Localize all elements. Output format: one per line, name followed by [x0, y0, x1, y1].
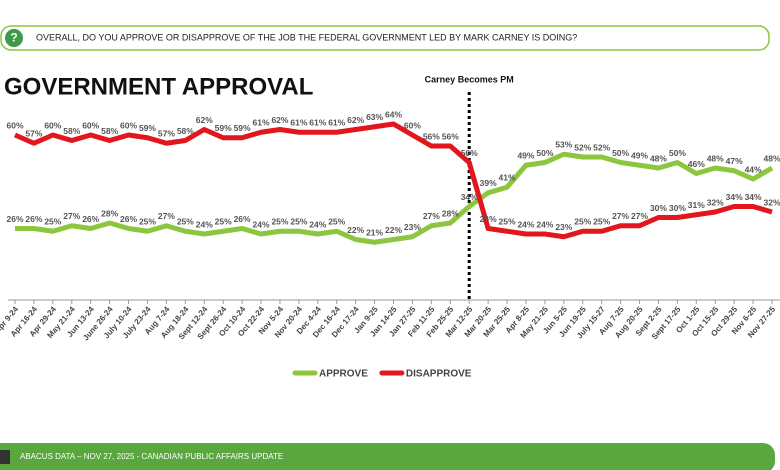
data-label: 23%: [404, 222, 421, 232]
data-label: 24%: [309, 219, 326, 229]
series-line: [15, 151, 774, 245]
data-label: 62%: [347, 115, 364, 125]
data-label: 62%: [271, 115, 288, 125]
data-label: 27%: [631, 211, 648, 221]
data-label: 26%: [234, 214, 251, 224]
data-label: 39%: [480, 178, 497, 188]
data-label: 50%: [669, 148, 686, 158]
data-label: 24%: [253, 219, 270, 229]
data-label: 47%: [726, 156, 743, 166]
data-label: 25%: [271, 217, 288, 227]
data-label: 26%: [82, 214, 99, 224]
data-label: 26%: [480, 214, 497, 224]
data-label: 25%: [215, 217, 232, 227]
data-label: 41%: [499, 173, 516, 183]
data-label: 48%: [707, 153, 724, 163]
data-label: 50%: [536, 148, 553, 158]
data-label: 61%: [309, 118, 326, 128]
question-box: [0, 25, 770, 51]
data-label: 61%: [328, 118, 345, 128]
footer-text: ABACUS DATA – NOV 27, 2025 - CANADIAN PU…: [20, 452, 283, 461]
footer-logo: [0, 450, 10, 464]
data-label: 44%: [745, 164, 762, 174]
data-label: 25%: [177, 217, 194, 227]
data-label: 59%: [215, 123, 232, 133]
data-label: 63%: [366, 112, 383, 122]
data-label: 21%: [366, 228, 383, 238]
data-label: 32%: [763, 197, 780, 207]
data-label: 28%: [101, 208, 118, 218]
data-label: 60%: [44, 120, 61, 130]
data-label: 25%: [290, 217, 307, 227]
data-label: 31%: [688, 200, 705, 210]
data-label: 24%: [196, 219, 213, 229]
data-label: 48%: [650, 153, 667, 163]
data-label: 28%: [442, 208, 459, 218]
data-label: 57%: [25, 129, 42, 139]
series-line: [14, 121, 773, 240]
data-label: 34%: [726, 192, 743, 202]
question-icon: [5, 29, 23, 47]
data-label: 49%: [631, 151, 648, 161]
data-label: 59%: [139, 123, 156, 133]
data-label: 56%: [423, 131, 440, 141]
data-label: 27%: [423, 211, 440, 221]
data-label: 34%: [745, 192, 762, 202]
data-label: 26%: [6, 214, 23, 224]
data-label: 50%: [461, 148, 478, 158]
data-label: 24%: [536, 219, 553, 229]
data-label: 22%: [385, 225, 402, 235]
data-label: 30%: [650, 203, 667, 213]
data-label: 25%: [328, 217, 345, 227]
data-label: 60%: [404, 120, 421, 130]
data-label: 53%: [555, 140, 572, 150]
data-label: 52%: [574, 142, 591, 152]
chart-title: GOVERNMENT APPROVAL: [4, 73, 313, 100]
data-label: 58%: [101, 126, 118, 136]
footer-bar: [0, 443, 775, 470]
data-label: 25%: [139, 217, 156, 227]
annotation-text: Carney Becomes PM: [425, 74, 514, 84]
data-label: 34%: [461, 192, 478, 202]
data-label: 27%: [612, 211, 629, 221]
data-label: 23%: [555, 222, 572, 232]
data-label: 57%: [158, 129, 175, 139]
data-label: 58%: [63, 126, 80, 136]
data-label: 61%: [290, 118, 307, 128]
data-label: 60%: [82, 120, 99, 130]
data-label: 60%: [120, 120, 137, 130]
data-label: 25%: [574, 217, 591, 227]
question-text: OVERALL, DO YOU APPROVE OR DISAPPROVE OF…: [36, 32, 577, 42]
legend-label: DISAPPROVE: [406, 369, 472, 380]
legend-label: APPROVE: [319, 369, 368, 380]
data-label: 50%: [612, 148, 629, 158]
data-label: 62%: [196, 115, 213, 125]
data-label: 58%: [177, 126, 194, 136]
data-label: 59%: [234, 123, 251, 133]
question-icon-mark: ?: [10, 31, 17, 45]
data-label: 56%: [442, 131, 459, 141]
data-label: 26%: [120, 214, 137, 224]
data-label: 27%: [158, 211, 175, 221]
data-label: 22%: [347, 225, 364, 235]
data-label: 64%: [385, 109, 402, 119]
data-label: 30%: [669, 203, 686, 213]
data-label: 25%: [44, 217, 61, 227]
data-label: 27%: [63, 211, 80, 221]
data-label: 32%: [707, 197, 724, 207]
data-label: 26%: [25, 214, 42, 224]
data-label: 52%: [593, 142, 610, 152]
data-label: 25%: [593, 217, 610, 227]
data-label: 24%: [517, 219, 534, 229]
data-label: 25%: [499, 217, 516, 227]
data-label: 48%: [763, 153, 780, 163]
data-label: 49%: [517, 151, 534, 161]
data-label: 60%: [6, 120, 23, 130]
data-label: 61%: [253, 118, 270, 128]
data-label: 46%: [688, 159, 705, 169]
